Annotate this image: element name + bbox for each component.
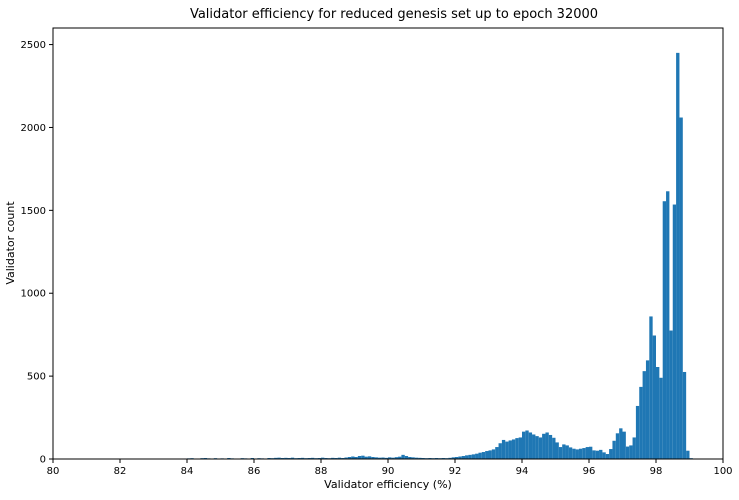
histogram-bar — [401, 455, 404, 459]
histogram-bar — [606, 454, 609, 459]
x-tick-label: 80 — [47, 466, 60, 477]
histogram-bar — [556, 442, 559, 459]
histogram-bar — [539, 437, 542, 459]
histogram-bar — [499, 443, 502, 459]
histogram-bar — [602, 452, 605, 459]
histogram-bar — [512, 439, 515, 459]
histogram-bar — [485, 451, 488, 459]
chart-title: Validator efficiency for reduced genesis… — [190, 7, 598, 22]
histogram-bar — [592, 450, 595, 459]
histogram-bar — [669, 331, 672, 459]
histogram-bar — [549, 435, 552, 459]
histogram-bar — [653, 336, 656, 460]
histogram-bar — [552, 438, 555, 459]
histogram-bar — [676, 53, 679, 459]
histogram-bar — [482, 452, 485, 459]
y-tick-label: 1500 — [21, 206, 46, 217]
histogram-bar — [576, 449, 579, 459]
histogram-bar — [495, 447, 498, 459]
histogram-bar — [586, 447, 589, 459]
histogram-bar — [666, 191, 669, 459]
x-tick-label: 94 — [516, 466, 529, 477]
histogram-bar — [609, 449, 612, 459]
histogram-bar — [559, 447, 562, 459]
x-tick-label: 92 — [449, 466, 462, 477]
histogram-bar — [626, 447, 629, 459]
histogram-bar — [636, 406, 639, 459]
y-tick-label: 0 — [40, 455, 46, 466]
histogram-bar — [633, 437, 636, 459]
histogram-bar — [619, 428, 622, 459]
histogram-bar — [562, 444, 565, 459]
histogram-bar — [522, 432, 525, 459]
histogram-bar — [599, 450, 602, 459]
histogram-bar — [509, 440, 512, 459]
histogram-bar — [489, 450, 492, 459]
x-axis: 80 82 84 86 88 90 92 94 96 98 100 — [47, 459, 733, 477]
x-tick-label: 98 — [650, 466, 663, 477]
histogram-bar — [502, 440, 505, 459]
x-axis-label: Validator efficiency (%) — [324, 478, 452, 491]
histogram-bar — [686, 451, 689, 459]
histogram-bar — [569, 447, 572, 459]
x-tick-label: 82 — [114, 466, 127, 477]
histogram-bar — [643, 371, 646, 459]
x-tick-label: 86 — [248, 466, 261, 477]
histogram-bar — [646, 360, 649, 459]
histogram-bar — [582, 448, 585, 459]
histogram-bar — [596, 451, 599, 459]
histogram-bar — [629, 445, 632, 459]
histogram-bar — [525, 430, 528, 459]
histogram-bar — [673, 205, 676, 459]
y-axis: 0 500 1000 1500 2000 2500 — [21, 40, 53, 465]
histogram-bar — [572, 449, 575, 459]
histogram-bar — [542, 434, 545, 459]
histogram-bar — [649, 316, 652, 459]
histogram-bar — [566, 445, 569, 459]
histogram-bar — [475, 454, 478, 459]
x-tick-label: 84 — [181, 466, 194, 477]
x-tick-label: 88 — [315, 466, 328, 477]
x-tick-label: 90 — [382, 466, 395, 477]
y-tick-label: 2000 — [21, 123, 46, 134]
histogram-bar — [545, 432, 548, 459]
histogram-bar — [623, 432, 626, 459]
histogram-bar — [612, 441, 615, 459]
histogram-bar — [529, 432, 532, 459]
bars-layer — [80, 53, 693, 459]
histogram-bar — [659, 378, 662, 459]
histogram-bar — [535, 436, 538, 459]
histogram-bar — [656, 367, 659, 459]
histogram-bar — [532, 434, 535, 459]
histogram-bar — [492, 449, 495, 459]
histogram-bar — [468, 455, 471, 459]
histogram-bar — [472, 454, 475, 459]
y-tick-label: 2500 — [21, 40, 46, 51]
histogram-bar — [683, 372, 686, 459]
histogram-bar — [519, 437, 522, 459]
histogram-bar — [515, 438, 518, 459]
x-tick-label: 96 — [583, 466, 596, 477]
y-tick-label: 500 — [27, 372, 46, 383]
histogram-bar — [478, 453, 481, 459]
x-tick-label: 100 — [713, 466, 732, 477]
histogram-bar — [616, 433, 619, 459]
plot-frame — [53, 28, 723, 459]
y-tick-label: 1000 — [21, 289, 46, 300]
histogram-bar — [679, 118, 682, 459]
histogram-bar — [589, 447, 592, 459]
histogram-bar — [465, 455, 468, 459]
histogram-bar — [579, 449, 582, 459]
y-axis-label: Validator count — [4, 201, 17, 285]
histogram-bar — [663, 201, 666, 459]
histogram-bar — [505, 442, 508, 459]
histogram-bar — [639, 387, 642, 459]
